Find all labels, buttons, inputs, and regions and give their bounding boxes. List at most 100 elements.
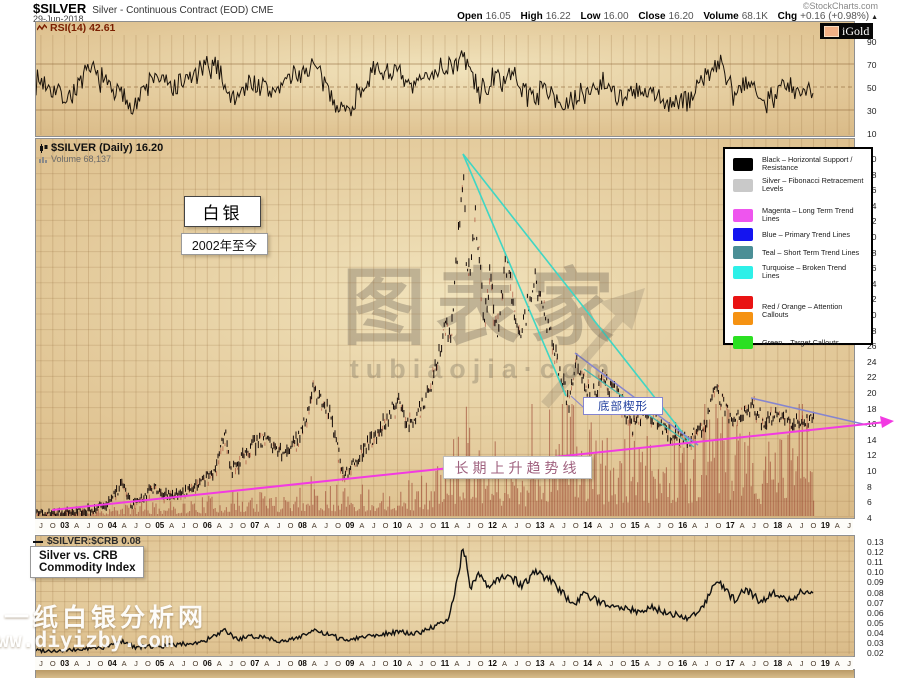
scale-tick-label: 4 <box>867 512 872 523</box>
scale-tick-label: 70 <box>867 60 877 70</box>
ratio-label-text: $SILVER:$CRB 0.08 <box>47 536 141 547</box>
date-axis-label: 10 <box>393 659 402 668</box>
date-axis-label: 09 <box>345 521 355 530</box>
date-axis-label: 06 <box>202 659 212 668</box>
date-axis-label: J <box>39 521 43 530</box>
date-axis-label: J <box>134 659 138 668</box>
legend-color-swatch-icon <box>733 157 753 171</box>
date-axis-label: 08 <box>297 521 307 530</box>
date-axis-label: J <box>657 521 661 530</box>
legend-item: Teal – Short Term Trend Lines <box>733 246 865 260</box>
date-axis-label: O <box>477 521 484 530</box>
date-axis-label: A <box>359 659 365 668</box>
header-symbol-line: $SILVER Silver - Continuous Contract (EOD… <box>33 1 273 16</box>
date-axis-label: J <box>466 659 471 668</box>
ticker-symbol: $SILVER <box>33 1 87 16</box>
date-axis-label: 08 <box>297 659 307 668</box>
date-axis-label: J <box>562 521 566 530</box>
date-axis-label: J <box>562 659 566 668</box>
scale-tick-label: 0.13 <box>867 537 884 547</box>
igold-badge: iGold <box>820 23 874 39</box>
date-axis-label: J <box>419 659 424 668</box>
scale-tick-label: 0.12 <box>867 547 884 558</box>
date-axis-label: A <box>454 659 460 668</box>
ratio-title-line2: Commodity Index <box>39 562 136 574</box>
date-axis-label: J <box>276 659 281 668</box>
date-axis-label: 05 <box>155 521 165 530</box>
scale-tick-label: 16 <box>867 419 877 430</box>
date-axis-label: A <box>501 521 507 530</box>
legend-color-swatch-icon <box>733 208 753 222</box>
date-axis-label: O <box>240 521 246 530</box>
date-axis-label: J <box>134 521 138 530</box>
main-volume-label: Volume 68,137 <box>39 154 111 164</box>
date-axis-label: A <box>74 521 80 530</box>
date-axis-label: J <box>514 659 519 668</box>
trendline-color-legend: Black – Horizontal Support / Resistance S… <box>723 147 873 350</box>
high-value: 16.22 <box>545 11 571 22</box>
date-axis-label: J <box>609 521 614 530</box>
date-axis-label: O <box>382 521 389 530</box>
scale-tick-label: 26 <box>867 341 877 352</box>
legend-item: Green – Target Callouts <box>733 336 865 350</box>
high-label: High <box>520 11 543 22</box>
date-axis-label: A <box>549 521 555 530</box>
indicator-zigzag-icon <box>37 24 47 31</box>
scale-tick-label: 30 <box>867 106 877 116</box>
date-axis-label: O <box>192 521 199 530</box>
legend-color-swatch-icon <box>733 246 753 260</box>
date-axis-label: J <box>752 521 756 530</box>
rsi-indicator-label: RSI(14) 42.61 <box>37 22 115 34</box>
date-axis-label: 12 <box>488 659 498 668</box>
date-axis-label: O <box>810 521 817 530</box>
date-axis-label: 07 <box>250 659 260 668</box>
date-axis-label: O <box>667 659 674 668</box>
date-axis-label: 09 <box>345 659 355 668</box>
date-axis-label: J <box>847 659 851 668</box>
rsi-label-text: RSI(14) 42.61 <box>50 22 116 34</box>
scale-tick-label: 22 <box>867 372 877 383</box>
date-axis-label: A <box>739 659 745 668</box>
date-axis-label: O <box>49 521 56 530</box>
date-axis-label: A <box>834 521 840 530</box>
low-label: Low <box>580 11 601 22</box>
ratio-title-line1: Silver vs. CRB <box>39 550 118 562</box>
date-axis-label: J <box>466 521 471 530</box>
legend-item-label: Silver – Fibonacci Retracement Levels <box>762 176 864 194</box>
date-axis-label: 12 <box>488 521 498 530</box>
legend-color-swatch-icon <box>733 228 753 242</box>
date-axis-label: A <box>549 659 555 668</box>
scale-tick-label: 12 <box>867 450 877 461</box>
date-axis-label: 16 <box>678 521 688 530</box>
chart-date: 29-Jun-2018 <box>33 14 84 24</box>
date-axis-label: O <box>572 659 579 668</box>
legend-item-label: Teal – Short Term Trend Lines <box>762 247 860 257</box>
date-axis-label: J <box>39 659 43 668</box>
date-axis-label: 19 <box>820 521 830 530</box>
date-axis-label: O <box>144 521 151 530</box>
scale-tick-label: 0.04 <box>867 627 884 638</box>
legend-color-swatch-icon <box>733 312 753 326</box>
date-axis-label: 14 <box>583 521 593 530</box>
main-date-axis: J O 03 A J O 04 A J O 05 A J O 06 A J O 07 A J O 08 A J O 09 A J O 10 A… <box>35 518 853 534</box>
date-axis-label: O <box>97 521 104 530</box>
date-axis-label: A <box>787 659 793 668</box>
date-axis-label: O <box>620 521 627 530</box>
date-axis-label: A <box>169 521 175 530</box>
date-axis-label: 03 <box>60 659 70 668</box>
legend-item-label: Magenta – Long Term Trend Lines <box>762 206 854 224</box>
date-axis-label: 06 <box>202 521 212 530</box>
date-axis-label: O <box>144 659 151 668</box>
scale-tick-label: 10 <box>867 129 877 139</box>
date-axis-label: J <box>229 659 233 668</box>
date-axis-label: A <box>264 521 270 530</box>
scale-tick-label: 14 <box>867 434 877 445</box>
date-axis-label: J <box>799 521 804 530</box>
main-volume-label-text: Volume 68,137 <box>51 154 112 164</box>
scale-tick-label: 0.11 <box>867 557 883 568</box>
chg-label: Chg <box>777 11 798 22</box>
scale-tick-label: 0.06 <box>867 607 884 618</box>
date-axis-label: 15 <box>630 659 640 668</box>
date-axis-label: O <box>525 521 532 530</box>
date-axis-label: A <box>74 659 80 668</box>
